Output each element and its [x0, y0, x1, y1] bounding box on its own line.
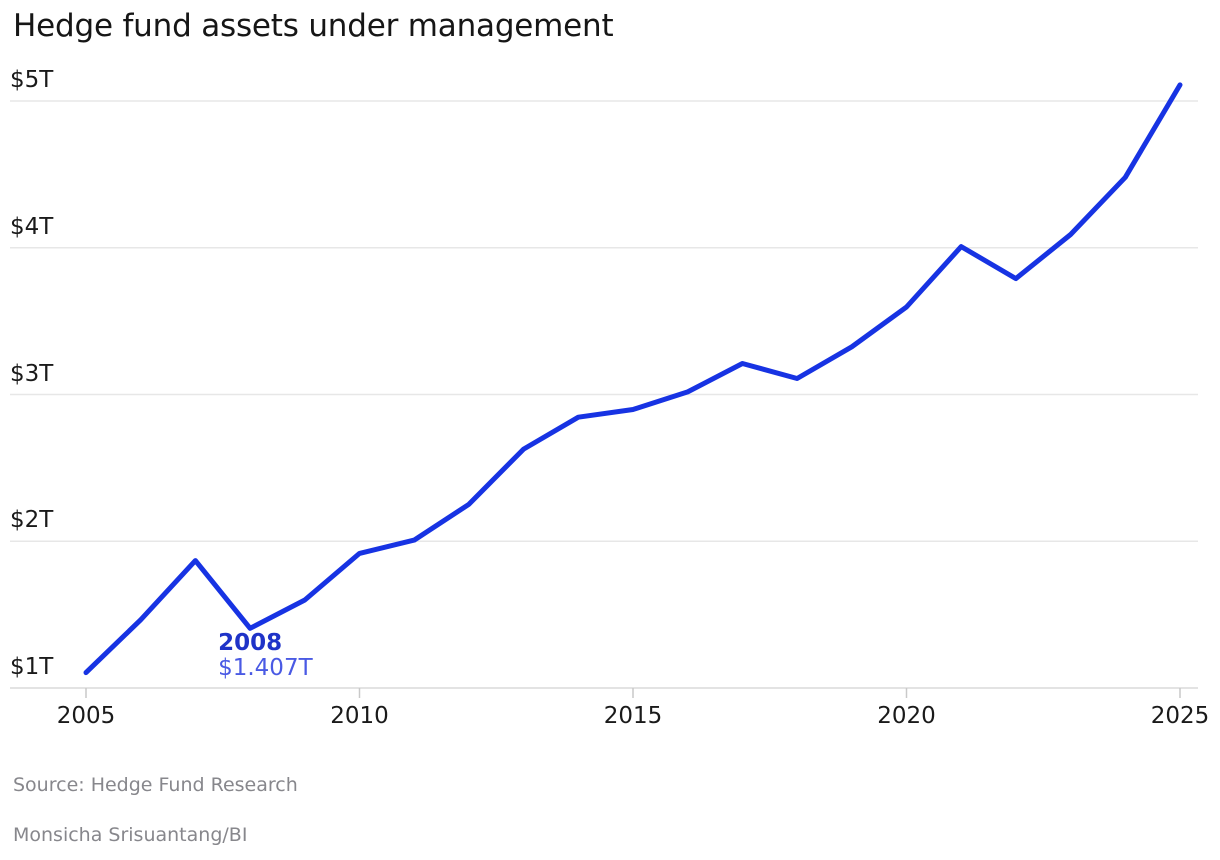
y-axis-label-2t: $2T [10, 507, 54, 534]
annotation-value-label: $1.407T [218, 655, 313, 682]
annotation-2008: 2008 $1.407T [218, 631, 313, 681]
data-line-hedge-fund-aum [83, 82, 1183, 676]
y-axis-label-1t: $1T [10, 654, 54, 680]
x-axis-label-2010: 2010 [330, 703, 389, 729]
y-axis-label-5t: $5T [10, 67, 54, 93]
chart-title: Hedge fund assets under management [13, 8, 614, 44]
annotation-year-label: 2008 [218, 630, 283, 657]
y-axis-label-4t: $4T [10, 213, 54, 240]
x-axis-label-2025: 2025 [1150, 703, 1210, 729]
y-axis-label-3t: $3T [10, 360, 54, 387]
author-credit: Monsicha Srisuantang/BI [13, 824, 248, 846]
source-credit: Source: Hedge Fund Research [13, 774, 298, 796]
x-axis-label-2020: 2020 [877, 703, 936, 729]
x-axis-label-2015: 2015 [603, 703, 663, 729]
x-axis-label-2005: 2005 [56, 703, 116, 729]
